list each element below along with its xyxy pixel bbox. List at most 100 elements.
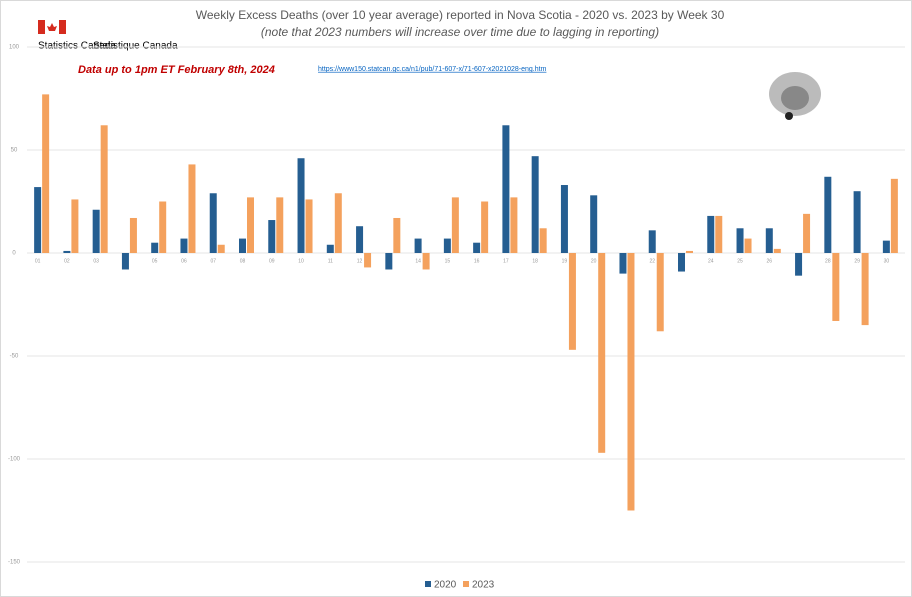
bar bbox=[824, 176, 832, 253]
bar bbox=[598, 253, 606, 453]
bar bbox=[188, 164, 196, 253]
legend-label: 2023 bbox=[472, 580, 495, 591]
x-tick-label: 29 bbox=[854, 258, 860, 264]
bar bbox=[268, 220, 276, 253]
bar bbox=[297, 158, 305, 253]
bar bbox=[882, 240, 890, 253]
bar bbox=[276, 197, 284, 253]
bar bbox=[334, 193, 342, 253]
x-tick-label: 16 bbox=[474, 258, 480, 264]
x-tick-label: 11 bbox=[328, 258, 333, 264]
x-tick-label: 14 bbox=[415, 258, 421, 264]
bar bbox=[773, 248, 781, 253]
x-tick-label: 06 bbox=[181, 258, 187, 264]
bar bbox=[707, 215, 715, 253]
x-tick-label: 10 bbox=[298, 258, 304, 264]
bar bbox=[627, 253, 635, 511]
bar bbox=[744, 238, 752, 253]
x-tick-label: 30 bbox=[884, 258, 890, 264]
agency-fr: Statistique Canada bbox=[93, 41, 178, 52]
bar bbox=[795, 253, 803, 276]
bar bbox=[481, 201, 489, 253]
bar bbox=[385, 253, 393, 270]
bar bbox=[393, 217, 401, 253]
bar bbox=[473, 242, 481, 253]
bar bbox=[832, 253, 840, 321]
bar bbox=[305, 199, 313, 253]
y-tick-label: 0 bbox=[12, 251, 16, 257]
data-note: Data up to 1pm ET February 8th, 2024 bbox=[78, 64, 275, 76]
bar bbox=[34, 187, 42, 253]
bar bbox=[326, 244, 334, 253]
bar bbox=[71, 199, 79, 253]
y-tick-label: -150 bbox=[8, 560, 21, 566]
bar bbox=[217, 244, 225, 253]
legend-label: 2020 bbox=[434, 580, 457, 591]
logo bbox=[38, 20, 66, 34]
bar bbox=[648, 230, 656, 253]
bar bbox=[364, 253, 372, 268]
bar bbox=[619, 253, 627, 274]
bar bbox=[531, 156, 539, 253]
y-tick-label: -100 bbox=[8, 457, 21, 463]
bar bbox=[853, 191, 861, 253]
x-tick-label: 08 bbox=[240, 258, 246, 264]
bar bbox=[890, 178, 898, 253]
x-tick-label: 24 bbox=[708, 258, 714, 264]
bar bbox=[502, 125, 510, 253]
x-tick-label: 20 bbox=[591, 258, 597, 264]
bar bbox=[765, 228, 773, 253]
y-tick-label: -50 bbox=[10, 354, 19, 360]
bar bbox=[568, 253, 576, 350]
bar bbox=[180, 238, 188, 253]
x-tick-label: 25 bbox=[737, 258, 743, 264]
bar bbox=[590, 195, 598, 253]
bar bbox=[715, 215, 723, 253]
agency-en: Statistics Canada bbox=[38, 41, 116, 52]
bar bbox=[356, 226, 364, 253]
bar bbox=[63, 250, 71, 253]
x-tick-label: 17 bbox=[503, 258, 509, 264]
x-tick-label: 01 bbox=[35, 258, 41, 264]
bar bbox=[656, 253, 664, 332]
x-tick-label: 09 bbox=[269, 258, 275, 264]
wolf-image bbox=[769, 72, 821, 120]
y-tick-label: 50 bbox=[11, 148, 18, 154]
x-tick-label: 28 bbox=[825, 258, 831, 264]
bar bbox=[736, 228, 744, 253]
legend-swatch bbox=[463, 581, 469, 587]
bar bbox=[443, 238, 451, 253]
chart-title: Weekly Excess Deaths (over 10 year avera… bbox=[196, 8, 725, 22]
x-tick-label: 07 bbox=[210, 258, 216, 264]
bar bbox=[803, 213, 811, 253]
bar bbox=[510, 197, 518, 253]
bar bbox=[129, 217, 137, 253]
bar bbox=[247, 197, 254, 253]
bar bbox=[422, 253, 430, 270]
chart-subtitle: (note that 2023 numbers will increase ov… bbox=[261, 25, 659, 39]
bar bbox=[159, 201, 167, 253]
bar bbox=[560, 185, 568, 253]
x-tick-label: 19 bbox=[562, 258, 568, 264]
bar bbox=[151, 242, 159, 253]
y-tick-label: 100 bbox=[9, 45, 20, 51]
bar bbox=[414, 238, 422, 253]
legend-swatch bbox=[425, 581, 431, 587]
bar bbox=[121, 253, 129, 270]
x-tick-label: 03 bbox=[93, 258, 99, 264]
x-tick-label: 12 bbox=[357, 258, 363, 264]
x-tick-label: 02 bbox=[64, 258, 70, 264]
bar bbox=[861, 253, 869, 326]
bar bbox=[42, 94, 50, 253]
bar bbox=[239, 238, 246, 253]
x-tick-label: 26 bbox=[767, 258, 773, 264]
x-tick-label: 05 bbox=[152, 258, 158, 264]
bar bbox=[678, 253, 685, 272]
bar bbox=[92, 209, 100, 253]
source-link[interactable]: https://www150.statcan.gc.ca/n1/pub/71-6… bbox=[318, 66, 547, 73]
bar bbox=[539, 228, 547, 253]
bar bbox=[209, 193, 217, 253]
x-tick-label: 22 bbox=[649, 258, 655, 264]
